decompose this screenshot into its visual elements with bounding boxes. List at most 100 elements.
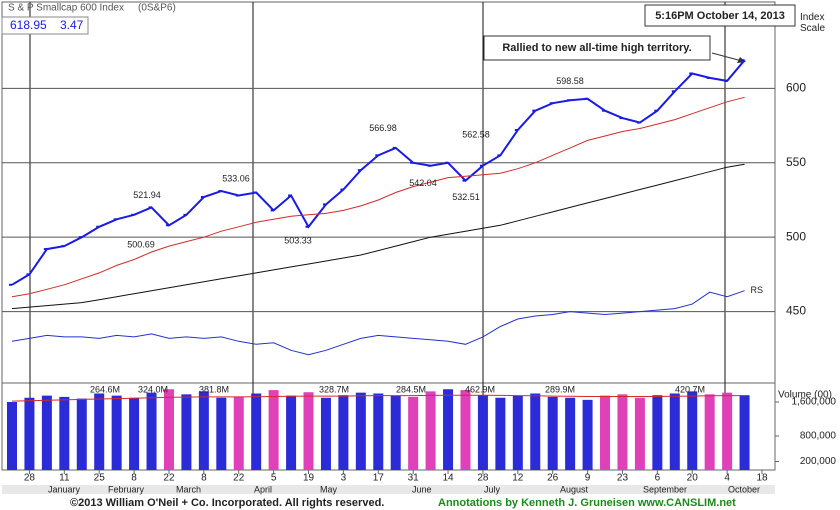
credit: Annotations by Kenneth J. Gruneisen www.… — [438, 497, 736, 509]
volume-bar — [373, 393, 384, 470]
x-tick-label: 31 — [408, 473, 420, 484]
month-label: April — [254, 484, 272, 494]
volume-bar — [251, 393, 262, 470]
volume-bar — [181, 394, 192, 470]
volume-bar — [600, 395, 611, 470]
volume-label: 284.5M — [396, 384, 426, 394]
volume-average — [11, 394, 745, 402]
price-line — [11, 59, 746, 286]
month-label: August — [560, 484, 589, 494]
annotation-arrow — [711, 52, 743, 62]
quote-box — [1, 16, 89, 35]
volume-label: 289.9M — [545, 384, 575, 394]
x-tick-label: 3 — [341, 473, 347, 484]
volume-label: 264.6M — [90, 384, 120, 394]
volume-bar — [198, 391, 209, 470]
volume-bar — [582, 399, 593, 470]
volume-bar — [722, 392, 733, 470]
volume-bar — [687, 391, 698, 470]
legend-label: RS — [751, 285, 764, 295]
volume-bar — [216, 397, 227, 470]
volume-bar — [530, 393, 541, 470]
volume-bar — [565, 397, 576, 470]
volume-bar — [739, 395, 750, 470]
price-label: 532.51 — [452, 192, 480, 202]
volume-bar — [129, 397, 140, 470]
timestamp: 5:16PM October 14, 2013 — [655, 10, 785, 22]
volume-bar — [634, 397, 645, 470]
x-tick-label: 14 — [442, 473, 454, 484]
volume-label: 324.0M — [138, 384, 168, 394]
price-change: 3.47 — [60, 18, 84, 32]
series-line — [11, 290, 745, 356]
plot-frame — [1, 1, 776, 471]
volume-axis-label: Volume (00) — [778, 390, 832, 401]
y-tick-label: 550 — [786, 155, 806, 169]
volume-bar — [76, 398, 87, 470]
month-label: June — [412, 484, 432, 494]
volume-bar — [233, 396, 244, 470]
y-tick-label: 450 — [786, 304, 806, 318]
volume-bar — [59, 396, 70, 470]
volume-bar — [669, 393, 680, 470]
month-label: September — [643, 484, 687, 494]
volume-bar — [146, 392, 157, 470]
volume-bar — [617, 394, 628, 470]
x-tick-label: 17 — [373, 473, 385, 484]
volume-bar — [390, 395, 401, 470]
volume-bar — [547, 396, 558, 470]
y-tick-label: 1,600,000 — [792, 397, 837, 408]
x-tick-label: 6 — [655, 473, 661, 484]
volume-bar — [443, 389, 454, 470]
volume-bar — [24, 397, 35, 470]
volume-bar — [286, 395, 297, 470]
price-label: 562.58 — [462, 129, 490, 139]
month-band — [2, 485, 775, 494]
month-label: May — [320, 484, 338, 494]
volume-bar — [408, 396, 419, 470]
month-label: October — [728, 484, 760, 494]
y-tick-label: 800,000 — [800, 431, 837, 442]
y-tick-label: 200,000 — [800, 456, 837, 467]
x-tick-label: 22 — [233, 473, 245, 484]
price-label: 503.33 — [284, 236, 312, 246]
price-label: 542.04 — [409, 178, 437, 188]
price-label: 533.06 — [222, 173, 250, 183]
timestamp-box — [644, 4, 796, 27]
month-label: July — [484, 484, 501, 494]
month-label: February — [108, 484, 145, 494]
y-tick-label: 600 — [786, 81, 806, 95]
volume-label: 328.7M — [319, 384, 349, 394]
chart-title: S & P Smallcap 600 Index — [8, 3, 124, 14]
volume-bar — [512, 395, 523, 470]
volume-bar — [320, 397, 331, 470]
x-tick-label: 9 — [585, 473, 591, 484]
x-tick-label: 28 — [24, 473, 36, 484]
last-price: 618.95 — [10, 18, 47, 32]
volume-label: 420.7M — [675, 384, 705, 394]
month-label: March — [176, 484, 201, 494]
x-tick-label: 4 — [724, 473, 730, 484]
copyright: ©2013 William O'Neil + Co. Incorporated.… — [70, 497, 384, 509]
x-tick-label: 23 — [617, 473, 629, 484]
x-tick-label: 19 — [303, 473, 315, 484]
x-tick-label: 22 — [163, 473, 175, 484]
volume-bar — [94, 393, 105, 470]
y-tick-label: 500 — [786, 229, 806, 243]
volume-label: 462.9M — [465, 384, 495, 394]
x-tick-label: 28 — [477, 473, 489, 484]
x-tick-label: 26 — [547, 473, 559, 484]
volume-bar — [460, 390, 471, 470]
price-label: 566.98 — [369, 123, 397, 133]
x-tick-label: 8 — [131, 473, 137, 484]
volume-bar — [163, 389, 174, 470]
volume-bar — [477, 395, 488, 470]
volume-bar — [111, 395, 122, 470]
annotation: Rallied to new all-time high territory. — [502, 42, 691, 54]
series-line — [11, 96, 745, 298]
month-label: January — [48, 484, 81, 494]
volume-bar — [303, 392, 314, 470]
volume-bar — [704, 394, 715, 470]
